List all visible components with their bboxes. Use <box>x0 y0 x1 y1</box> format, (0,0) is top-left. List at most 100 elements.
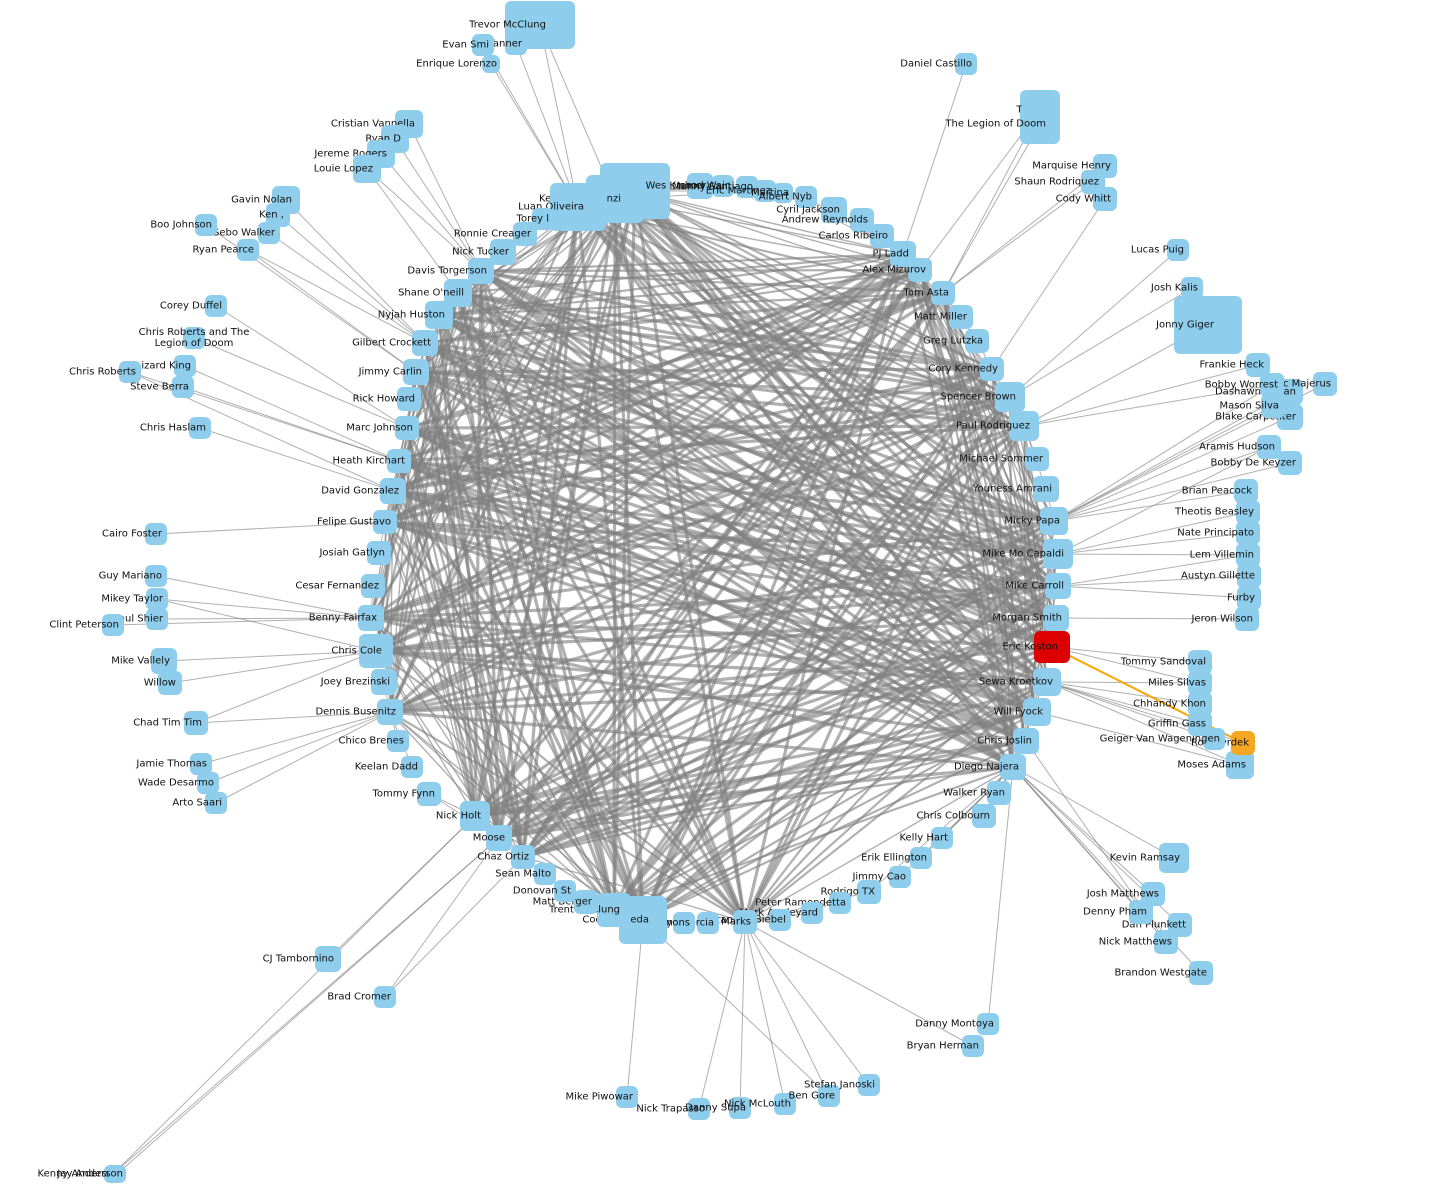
graph-node-kelly_hart[interactable] <box>931 827 953 849</box>
graph-node-ty_lyons[interactable] <box>673 912 695 934</box>
graph-node-josh_kalis[interactable] <box>1181 277 1203 299</box>
graph-node-marc_johnson[interactable] <box>395 416 419 440</box>
graph-node-paul_rodriguez[interactable] <box>1009 411 1039 441</box>
graph-node-cesar_fernandez[interactable] <box>361 574 385 598</box>
graph-node-arto_saari[interactable] <box>205 792 227 814</box>
graph-node-moses_adams[interactable] <box>1226 751 1254 779</box>
graph-node-boo_johnson[interactable] <box>195 214 217 236</box>
graph-node-tanner[interactable] <box>505 33 527 55</box>
graph-node-nate_principato[interactable] <box>1236 521 1260 545</box>
graph-node-austyn_gillette[interactable] <box>1237 564 1261 588</box>
graph-node-bobby_de_keyzer[interactable] <box>1278 451 1302 475</box>
graph-node-guy_mariano[interactable] <box>145 565 167 587</box>
graph-node-kevin_ramsay[interactable] <box>1159 843 1189 873</box>
graph-node-mike_vallely[interactable] <box>151 648 177 674</box>
graph-node-michael_sommer[interactable] <box>1025 447 1049 471</box>
graph-node-cyril_jackson[interactable] <box>821 197 847 223</box>
graph-node-bryan_herman[interactable] <box>962 1035 984 1057</box>
graph-node-daniel_castillo[interactable] <box>955 53 977 75</box>
graph-node-chris_haslam[interactable] <box>189 417 211 439</box>
graph-node-alex_mizurov[interactable] <box>908 258 932 282</box>
graph-node-chris_cole[interactable] <box>359 634 393 668</box>
graph-node-morgan_smith[interactable] <box>1043 605 1069 631</box>
graph-node-legion_of_doom[interactable] <box>1020 104 1060 144</box>
graph-node-miles_silvas[interactable] <box>1188 671 1212 695</box>
graph-node-clint_peterson[interactable] <box>102 614 124 636</box>
graph-node-theotis_beasley[interactable] <box>1236 500 1260 524</box>
graph-node-mike_piwowar[interactable] <box>616 1086 638 1108</box>
graph-node-davis_torgerson[interactable] <box>468 258 494 284</box>
graph-node-brad_cromer[interactable] <box>374 986 396 1008</box>
graph-node-jimmy_carlin[interactable] <box>403 359 429 385</box>
graph-node-martina[interactable] <box>773 183 793 203</box>
graph-node-matt_miller[interactable] <box>949 305 973 329</box>
graph-node-furby[interactable] <box>1237 586 1261 610</box>
graph-node-evan_smith[interactable] <box>472 34 494 56</box>
graph-node-corey_duffel[interactable] <box>205 295 227 317</box>
graph-node-chico_brenes[interactable] <box>387 730 409 752</box>
graph-node-mike_mo_capaldi[interactable] <box>1043 539 1073 569</box>
graph-node-chris_colbourn[interactable] <box>972 804 996 828</box>
graph-node-youness_amrani[interactable] <box>1033 476 1059 502</box>
graph-node-enrique_lorenzo[interactable] <box>482 55 500 73</box>
graph-node-manny_santiago[interactable] <box>736 176 758 198</box>
graph-node-billy_marks[interactable] <box>733 910 757 934</box>
graph-node-rick_howard[interactable] <box>397 387 421 411</box>
graph-node-torey_l[interactable] <box>532 208 554 230</box>
graph-node-dennis_busenitz[interactable] <box>377 699 403 725</box>
graph-node-brandon_biebel[interactable] <box>769 909 791 931</box>
graph-node-moose[interactable] <box>486 825 512 851</box>
graph-node-ben_gore[interactable] <box>818 1085 840 1107</box>
graph-node-wes_kremer[interactable] <box>687 173 713 199</box>
graph-node-cairo_foster[interactable] <box>145 523 167 545</box>
graph-node-jeron_wilson[interactable] <box>1235 607 1259 631</box>
graph-node-chad_tim_tim[interactable] <box>184 711 208 735</box>
graph-node-will_fyock[interactable] <box>1023 698 1051 726</box>
graph-node-griffin_gass[interactable] <box>1188 712 1212 736</box>
graph-node-cody_whitt[interactable] <box>1093 187 1117 211</box>
graph-node-sebo_walker[interactable] <box>258 222 280 244</box>
graph-node-rodrigo_tx[interactable] <box>857 880 881 904</box>
graph-node-donovan_strain[interactable] <box>554 880 576 902</box>
graph-node-david_gonzalez[interactable] <box>380 478 406 504</box>
graph-node-mark_appleyard[interactable] <box>801 902 823 924</box>
graph-node-eric_koston[interactable] <box>1034 631 1070 663</box>
graph-node-paul_shier[interactable] <box>146 608 168 630</box>
graph-node-cj_tambornino[interactable] <box>315 946 341 972</box>
graph-node-ishod_wair[interactable] <box>712 175 734 197</box>
graph-node-felipe_gustavo[interactable] <box>373 510 397 534</box>
graph-node-stefan_janoski[interactable] <box>858 1074 880 1096</box>
graph-node-alec_majerus[interactable] <box>1313 372 1337 396</box>
graph-node-nick_trapasso[interactable] <box>688 1098 710 1120</box>
graph-node-cory_kennedy[interactable] <box>980 357 1004 381</box>
graph-node-spencer_brown[interactable] <box>995 382 1025 412</box>
graph-node-mike_carroll[interactable] <box>1045 573 1071 599</box>
graph-node-nick_holt[interactable] <box>460 801 490 831</box>
graph-node-aramis_hudson[interactable] <box>1257 435 1281 459</box>
graph-node-bobby_worrest[interactable] <box>1260 373 1284 397</box>
graph-node-chris_roberts[interactable] <box>119 361 141 383</box>
graph-node-frankie_heck[interactable] <box>1246 353 1270 377</box>
graph-node-mikey_taylor[interactable] <box>146 588 168 610</box>
graph-node-josh_matthews[interactable] <box>1141 882 1165 906</box>
graph-node-keelan_dadd[interactable] <box>401 756 423 778</box>
graph-node-chhandy_khon[interactable] <box>1188 692 1212 716</box>
graph-node-rob_dyrdek[interactable] <box>1231 731 1255 755</box>
graph-node-albert_nyberg[interactable] <box>795 186 817 208</box>
graph-node-gilbert_crockett[interactable] <box>412 330 438 356</box>
graph-node-lem_villemin[interactable] <box>1236 543 1260 567</box>
graph-node-greg_lutzka[interactable] <box>965 329 989 353</box>
graph-node-erik_ellington[interactable] <box>910 847 932 869</box>
graph-node-micky_papa[interactable] <box>1040 507 1068 535</box>
graph-node-joey_brezinski[interactable] <box>371 669 397 695</box>
graph-node-danny_garcia[interactable] <box>697 912 719 934</box>
graph-node-shane_oneill[interactable] <box>444 279 472 307</box>
graph-node-nick_tucker[interactable] <box>490 239 516 265</box>
graph-node-lizard_king[interactable] <box>174 355 196 377</box>
graph-node-jey_anderson[interactable] <box>108 1165 126 1183</box>
graph-node-jimmy_cao[interactable] <box>889 866 911 888</box>
graph-node-ryan_pearce[interactable] <box>237 239 259 261</box>
graph-node-matt_berger[interactable] <box>574 890 598 914</box>
graph-node-heath_kirchart[interactable] <box>387 449 411 473</box>
